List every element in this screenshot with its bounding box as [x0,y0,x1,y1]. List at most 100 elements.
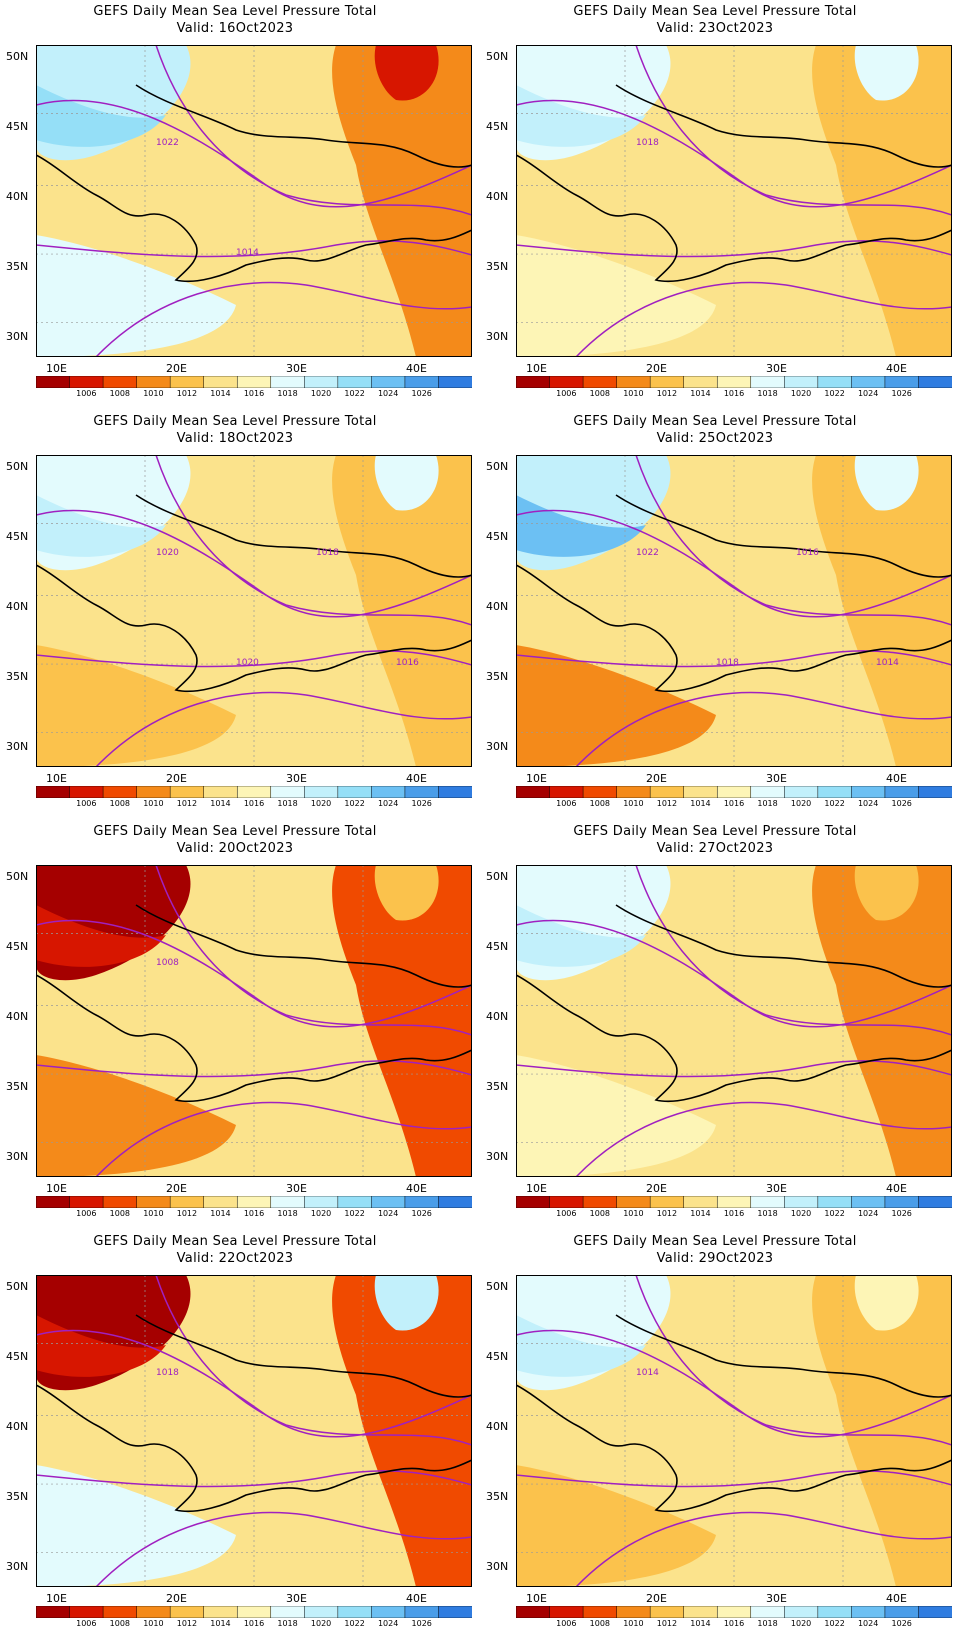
lon-tick-label: 10E [526,1592,547,1605]
map-frame [36,45,472,357]
colorbar-label: 1006 [76,799,97,808]
colorbar-labels: 1006 1008 1010 1012 1014 1016 1018 1020 1022 1024… [36,1619,472,1631]
map-panel-8: GEFS Daily Mean Sea Level Pressure Total… [480,1230,952,1630]
colorbar-swatch [203,1196,238,1208]
pressure-region [516,1055,716,1177]
colorbar-swatch [304,1606,339,1618]
colorbar-swatch [884,1606,920,1618]
pressure-map [516,865,952,1177]
colorbar-swatch [582,1606,618,1618]
pressure-region [812,1275,952,1587]
colorbar-swatch [337,1606,373,1618]
colorbar-swatch [404,786,440,798]
colorbar-labels: 1006 1008 1010 1012 1014 1016 1018 1020 1022 1024… [516,1209,952,1221]
colorbar-swatch [649,376,685,388]
lon-tick-label: 10E [46,772,67,785]
colorbar-label: 1022 [344,1619,365,1628]
coastline [135,494,472,578]
colorbar-swatch [582,1196,618,1208]
colorbar-labels: 1006 1008 1010 1012 1014 1016 1018 1020 1022 1024… [36,389,472,401]
colorbar-labels: 1006 1008 1010 1012 1014 1016 1018 1020 1022 1024… [516,799,952,811]
colorbar [516,1606,952,1618]
lat-tick-label: 30N [486,330,508,343]
panel-title: GEFS Daily Mean Sea Level Pressure Total [573,4,857,19]
pressure-region [516,235,716,357]
colorbar-swatch [169,786,205,798]
isobar-contour [575,1101,952,1177]
colorbar-label: 1020 [310,1619,332,1628]
colorbar-swatch [784,1606,819,1618]
colorbar-label: 1020 [310,799,332,808]
colorbar-label: 1016 [243,1209,265,1218]
colorbar-swatch [750,786,786,798]
colorbar-swatch [851,376,886,388]
map-frame [516,455,952,767]
lat-tick-label: 35N [6,1490,28,1503]
lon-tick-label: 30E [766,1182,787,1195]
lon-tick-label: 10E [46,1182,67,1195]
colorbar-swatch [649,1196,685,1208]
colorbar-swatch [516,1196,551,1208]
colorbar-swatch [136,1606,171,1618]
colorbar-label: 1016 [243,799,265,808]
colorbar [516,376,952,388]
colorbar-swatch [438,786,472,798]
lon-tick-label: 40E [886,1182,907,1195]
panel-title: GEFS Daily Mean Sea Level Pressure Total [573,824,857,839]
colorbar-swatch [683,1606,718,1618]
isobar-contour [575,1511,952,1587]
colorbar-swatch [884,376,920,388]
isobar-contour [95,1101,472,1177]
coastline [516,974,952,1103]
coastline [36,154,472,283]
lat-tick-label: 40N [6,190,28,203]
colorbar-label: 1010 [143,1619,164,1628]
colorbar-swatch [750,1196,786,1208]
colorbar-swatch [851,1606,886,1618]
lon-tick-label: 40E [406,772,427,785]
pressure-region [374,865,439,921]
panel-valid-date: Valid: 29Oct2023 [656,1251,774,1266]
colorbar-label: 1008 [589,389,611,398]
colorbar-swatch [102,376,138,388]
colorbar-label: 1014 [690,1209,711,1218]
colorbar-swatch [918,1606,952,1618]
isobar-contour [155,45,472,216]
isobar-contour [36,1060,472,1078]
colorbar-swatch [884,1196,920,1208]
colorbar-swatch [918,786,952,798]
colorbar-swatch [716,786,752,798]
pressure-region [854,455,919,511]
colorbar-swatch [270,1606,306,1618]
colorbar-swatch [817,1196,853,1208]
colorbar-swatch [236,786,272,798]
map-frame [516,865,952,1177]
map-frame [36,1275,472,1587]
colorbar-label: 1026 [411,799,432,808]
colorbar-label: 1024 [857,389,879,398]
colorbar-label: 1018 [277,1209,298,1218]
lon-tick-label: 10E [526,1182,547,1195]
pressure-region [374,1275,439,1331]
isobar-contour [635,1275,952,1446]
pressure-region [332,1275,472,1587]
colorbar-label: 1026 [891,799,912,808]
colorbar-swatch [270,1196,306,1208]
colorbar [36,1606,472,1618]
colorbar-label: 1010 [623,1209,644,1218]
colorbar-label: 1020 [310,1209,332,1218]
colorbar-swatch [851,786,886,798]
lon-tick-label: 10E [46,362,67,375]
lon-tick-label: 30E [286,772,307,785]
colorbar-swatch [371,1606,406,1618]
panel-title: GEFS Daily Mean Sea Level Pressure Total [93,824,377,839]
isobar-contour [95,1511,472,1587]
colorbar-swatch [516,1606,551,1618]
colorbar-label: 1012 [176,1209,198,1218]
map-panel-3: GEFS Daily Mean Sea Level Pressure Total… [0,410,472,810]
colorbar-label: 1022 [824,1619,845,1628]
isobar-contour [155,1275,472,1446]
colorbar-label: 1026 [411,1619,432,1628]
colorbar-label: 1006 [556,1619,577,1628]
colorbar-swatch [337,786,373,798]
